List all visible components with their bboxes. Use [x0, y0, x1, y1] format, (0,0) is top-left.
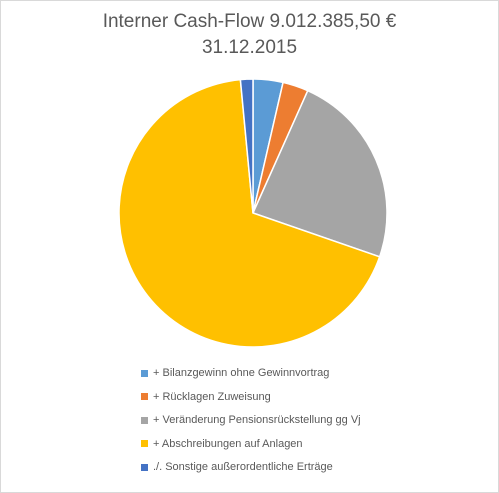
pie-slice-3: [118, 78, 381, 348]
legend-item-2: + Veränderung Pensionsrückstellung gg Vj: [141, 412, 361, 428]
legend-item-0: + Bilanzgewinn ohne Gewinnvortrag: [141, 365, 361, 381]
chart-subtitle: 31.12.2015: [201, 37, 298, 58]
legend-label-4: ./. Sonstige außerordentliche Erträge: [153, 461, 333, 473]
legend-label-3: + Abschreibungen auf Anlagen: [153, 437, 303, 450]
legend-swatch-4: [141, 463, 148, 471]
legend: + Bilanzgewinn ohne Gewinnvortrag + Rückl…: [141, 365, 361, 483]
legend-swatch-1: [141, 393, 148, 400]
pie-slice-4: [239, 78, 254, 214]
legend-label-0: + Bilanzgewinn ohne Gewinnvortrag: [153, 367, 330, 379]
legend-item-1: + Rücklagen Zuweisung: [141, 389, 361, 405]
pie-slice-2: [251, 89, 388, 258]
legend-item-4: ./. Sonstige außerordentliche Erträge: [141, 459, 361, 475]
chart-title: Interner Cash-Flow 9.012.385,50 €: [102, 11, 397, 32]
legend-swatch-0: [141, 369, 148, 377]
chart-title-block: Interner Cash-Flow 9.012.385,50 € 31.12.…: [1, 9, 498, 61]
legend-label-2: + Veränderung Pensionsrückstellung gg Vj: [153, 414, 361, 426]
legend-swatch-2: [141, 416, 148, 424]
legend-label-1: + Rücklagen Zuweisung: [153, 390, 271, 403]
legend-swatch-3: [141, 440, 148, 447]
legend-item-3: + Abschreibungen auf Anlagen: [141, 436, 361, 452]
